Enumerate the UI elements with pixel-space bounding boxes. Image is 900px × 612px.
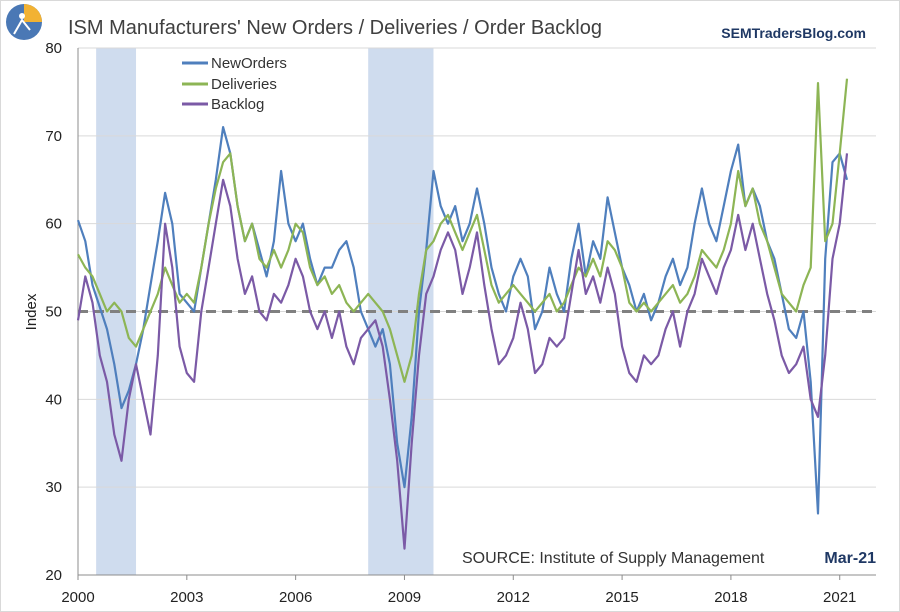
x-tick-label-2015: 2015 xyxy=(605,589,638,606)
chart-title: ISM Manufacturers' New Orders / Deliveri… xyxy=(68,17,602,39)
x-tick-label-2006: 2006 xyxy=(279,589,312,606)
legend-item-backlog: Backlog xyxy=(182,96,264,113)
legend-label-deliveries: Deliveries xyxy=(211,76,277,93)
x-tick-label-2000: 2000 xyxy=(61,589,94,606)
brand-text: SEMTradersBlog.com xyxy=(721,25,866,41)
legend: NewOrders Deliveries Backlog xyxy=(182,55,287,113)
legend-item-neworders: NewOrders xyxy=(182,55,287,72)
date-stamp: Mar-21 xyxy=(824,550,876,567)
x-tick-label-2009: 2009 xyxy=(388,589,421,606)
series-lines xyxy=(76,78,849,550)
y-tick-label-20: 20 xyxy=(45,567,62,584)
y-axis-label: Index xyxy=(23,293,40,330)
y-tick-label-70: 70 xyxy=(45,128,62,145)
y-tick-label-30: 30 xyxy=(45,479,62,496)
y-tick-label-40: 40 xyxy=(45,391,62,408)
y-tick-label-50: 50 xyxy=(45,304,62,321)
brand-logo xyxy=(6,4,42,40)
y-tick-label-80: 80 xyxy=(45,40,62,57)
source-note: SOURCE: Institute of Supply Management xyxy=(462,550,765,567)
legend-label-backlog: Backlog xyxy=(211,96,264,113)
legend-item-deliveries: Deliveries xyxy=(182,76,277,93)
x-tick-label-2012: 2012 xyxy=(497,589,530,606)
y-tick-label-60: 60 xyxy=(45,216,62,233)
legend-label-neworders: NewOrders xyxy=(211,55,287,72)
series-line-backlog xyxy=(76,153,849,550)
x-tick-label-2003: 2003 xyxy=(170,589,203,606)
x-tick-label-2018: 2018 xyxy=(714,589,747,606)
x-tick-label-2021: 2021 xyxy=(823,589,856,606)
tick-labels: 20 30 40 50 60 70 80 2000 2003 2006 2009 2012 2015 20… xyxy=(45,40,856,606)
series-line-deliveries xyxy=(77,78,849,383)
